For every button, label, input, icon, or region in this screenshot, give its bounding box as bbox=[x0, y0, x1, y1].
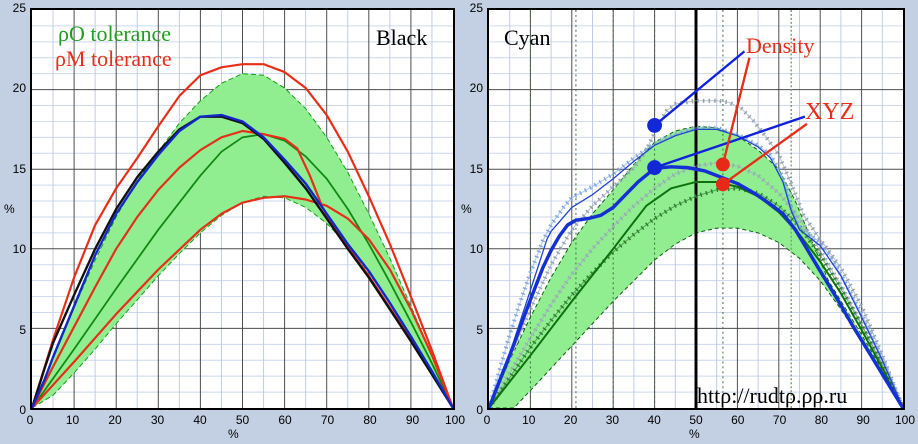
x-tick-label: 60 bbox=[278, 413, 292, 427]
y-tick-label: 15 bbox=[469, 161, 483, 176]
x-tick-label: 80 bbox=[363, 413, 377, 427]
y-tick-label: 0 bbox=[19, 403, 26, 417]
x-tick-label: 10 bbox=[65, 413, 80, 427]
black-yaxis-unit: % bbox=[4, 202, 15, 216]
x-tick-label: 50 bbox=[235, 413, 250, 427]
x-tick-label: 30 bbox=[605, 413, 620, 427]
x-tick-label: 90 bbox=[856, 413, 870, 427]
y-tick-label: 25 bbox=[469, 1, 483, 15]
cyan-xaxis-unit: % bbox=[689, 427, 700, 441]
po-tolerance-legend: ρO tolerance bbox=[58, 21, 171, 46]
y-tick-label: 10 bbox=[469, 242, 483, 257]
cyan-chart-plot bbox=[489, 10, 903, 408]
y-tick-label: 15 bbox=[12, 161, 26, 176]
x-tick-label: 60 bbox=[731, 413, 745, 427]
xyz-callout-label: XYZ bbox=[805, 99, 855, 125]
x-tick-label: 20 bbox=[563, 413, 578, 427]
y-tick-label: 20 bbox=[469, 81, 483, 96]
black-chart-plot bbox=[32, 10, 453, 408]
y-tick-label: 0 bbox=[476, 403, 483, 417]
cyan-chart-title: Cyan bbox=[504, 25, 551, 50]
x-tick-label: 80 bbox=[814, 413, 829, 427]
y-tick-label: 10 bbox=[12, 242, 26, 257]
cyan-yaxis-unit: % bbox=[461, 202, 472, 216]
y-tick-label: 25 bbox=[12, 1, 26, 15]
x-tick-label: 90 bbox=[405, 413, 420, 427]
x-tick-label: 0 bbox=[26, 413, 34, 427]
x-tick-label: 40 bbox=[193, 413, 207, 427]
x-tick-label: 100 bbox=[894, 413, 916, 427]
pm-tolerance-legend: ρM tolerance bbox=[55, 46, 172, 71]
x-tick-label: 50 bbox=[689, 413, 703, 427]
x-tick-label: 30 bbox=[150, 413, 165, 427]
x-tick-label: 40 bbox=[647, 413, 661, 427]
y-tick-label: 5 bbox=[19, 322, 26, 337]
x-tick-label: 70 bbox=[772, 413, 787, 427]
cyan-chart-panel bbox=[487, 8, 905, 410]
black-chart-title: Black bbox=[376, 25, 428, 50]
y-tick-label: 20 bbox=[12, 81, 26, 96]
x-tick-label: 70 bbox=[320, 413, 335, 427]
x-tick-label: 100 bbox=[444, 413, 466, 427]
x-tick-label: 0 bbox=[483, 413, 491, 427]
black-xaxis-unit: % bbox=[228, 427, 239, 441]
density-callout-label: Density bbox=[746, 33, 815, 58]
watermark-url: httρ://rudtρ.ρρ.ru bbox=[697, 383, 848, 408]
x-tick-label: 10 bbox=[522, 413, 536, 427]
black-chart-panel bbox=[30, 8, 455, 410]
y-tick-label: 5 bbox=[476, 322, 483, 337]
x-tick-label: 20 bbox=[108, 413, 122, 427]
